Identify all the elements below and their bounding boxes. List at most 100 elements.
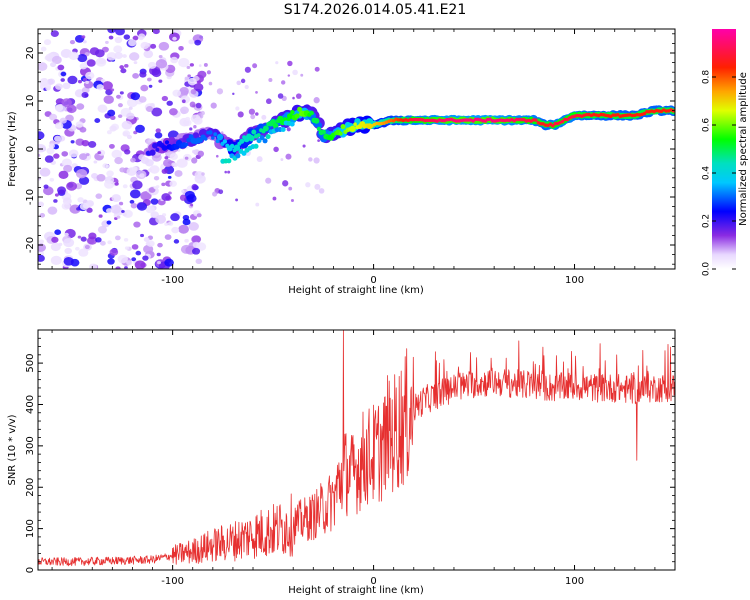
noise-blob xyxy=(287,74,291,77)
top-x-tick-label: 0 xyxy=(370,275,376,286)
noise-blob xyxy=(131,166,138,172)
noise-blob xyxy=(106,208,113,214)
noise-blob xyxy=(168,191,172,195)
noise-blob xyxy=(97,225,107,234)
noise-blob xyxy=(282,180,289,187)
noise-blob xyxy=(193,117,203,125)
noise-blob xyxy=(140,233,144,238)
noise-blob xyxy=(180,106,189,114)
noise-blob xyxy=(126,112,135,120)
noise-blob xyxy=(110,115,116,121)
bottom-x-tick-label: 0 xyxy=(370,576,376,587)
ridge-blob xyxy=(286,113,294,120)
ridge-blob xyxy=(203,137,208,141)
noise-blob xyxy=(252,63,258,69)
ridge-blob xyxy=(534,118,538,122)
noise-blob xyxy=(172,89,181,97)
noise-blob xyxy=(43,184,49,189)
noise-blob xyxy=(109,143,115,149)
noise-blob xyxy=(77,235,82,239)
noise-blob xyxy=(133,130,138,135)
noise-blob xyxy=(191,247,201,255)
noise-blob xyxy=(104,180,115,189)
noise-blob xyxy=(78,176,90,185)
top-x-tick-label: -100 xyxy=(161,275,184,286)
noise-blob xyxy=(122,184,128,189)
noise-blob xyxy=(227,170,231,174)
noise-blob xyxy=(171,226,180,234)
ridge-blob xyxy=(161,145,168,151)
ridge-blob xyxy=(248,134,255,142)
noise-blob xyxy=(302,144,306,148)
noise-blob xyxy=(43,77,47,82)
noise-blob xyxy=(191,157,198,164)
noise-blob xyxy=(113,45,123,53)
noise-blob xyxy=(161,95,169,102)
ridge-blob xyxy=(184,142,189,147)
noise-blob xyxy=(49,113,58,121)
noise-blob xyxy=(38,153,41,157)
ridge-blob xyxy=(149,149,156,156)
noise-blob xyxy=(116,94,121,99)
ridge-blob xyxy=(321,129,327,135)
noise-blob xyxy=(151,107,163,117)
noise-blob xyxy=(55,83,63,90)
top-y-tick-label: -10 xyxy=(25,189,36,205)
noise-blob xyxy=(78,248,89,257)
ridge-blob xyxy=(396,118,401,122)
noise-blobs xyxy=(38,29,325,269)
noise-blob xyxy=(59,117,67,124)
colorbar-tick-label: 0.0 xyxy=(702,262,712,277)
noise-blob xyxy=(124,266,128,269)
noise-blob xyxy=(171,162,177,167)
noise-blob xyxy=(158,41,170,51)
noise-blob xyxy=(58,242,63,247)
noise-blob xyxy=(288,186,293,191)
noise-blob xyxy=(250,114,256,120)
noise-blob xyxy=(123,237,129,242)
ridge-blob xyxy=(338,131,343,136)
ridge-blob xyxy=(216,133,224,141)
noise-blob xyxy=(81,91,89,98)
noise-blob xyxy=(111,149,122,159)
noise-blob xyxy=(153,175,160,181)
ridge-blob xyxy=(611,113,615,117)
noise-blob xyxy=(184,156,189,160)
noise-blob xyxy=(126,98,138,108)
noise-blob xyxy=(87,140,97,148)
noise-blob xyxy=(61,158,73,168)
noise-blob xyxy=(110,204,122,214)
noise-blob xyxy=(273,146,279,153)
noise-blob xyxy=(50,62,57,68)
noise-blob xyxy=(50,30,59,38)
ridge-blobs xyxy=(147,104,675,164)
ridge-blob xyxy=(211,136,215,140)
ridge-blob xyxy=(208,130,213,135)
noise-blob xyxy=(313,157,320,164)
colorbar-label: Normalized spectral amplitude xyxy=(738,72,749,226)
noise-blob xyxy=(236,80,242,86)
noise-blob xyxy=(64,232,69,237)
noise-blob xyxy=(237,111,244,118)
noise-blob xyxy=(60,71,67,77)
noise-blob xyxy=(117,254,128,264)
noise-blob xyxy=(187,74,191,78)
noise-blob xyxy=(265,98,272,105)
noise-blob xyxy=(220,131,224,134)
noise-blob xyxy=(147,61,157,69)
noise-blob xyxy=(89,263,98,269)
noise-blob xyxy=(151,153,162,162)
noise-blob xyxy=(44,155,54,163)
noise-blob xyxy=(292,69,298,76)
noise-blob xyxy=(51,236,59,243)
noise-blob xyxy=(120,68,127,74)
noise-blob xyxy=(255,112,259,116)
noise-blob xyxy=(157,261,161,265)
noise-blob xyxy=(178,46,184,51)
noise-blob xyxy=(285,153,292,160)
noise-blob xyxy=(93,160,98,164)
noise-blob xyxy=(244,66,251,73)
